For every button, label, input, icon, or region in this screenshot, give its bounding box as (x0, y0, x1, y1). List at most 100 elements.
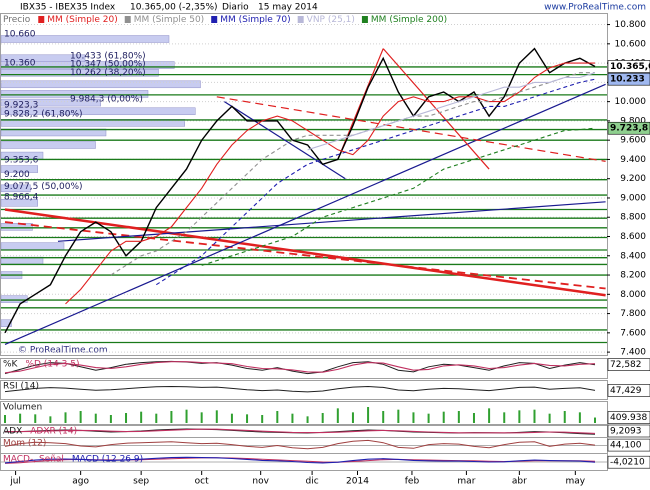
panel-value: 72,582 (610, 360, 642, 370)
volume-profile-bar (0, 223, 33, 231)
panel-legend: MACD (12 26 9) (72, 455, 143, 465)
legend-swatch (211, 16, 218, 23)
volume-bar (155, 413, 158, 423)
trendline (224, 101, 346, 180)
volume-bar (34, 414, 37, 423)
period: Diario (222, 3, 249, 13)
y-tick-label: 7.400 (620, 348, 646, 358)
indicator-panel (0, 401, 608, 425)
volume-bar (170, 411, 173, 423)
legend-swatch (38, 16, 45, 23)
legend-swatch (124, 16, 131, 23)
series-line (5, 428, 596, 434)
y-tick-label: 9.600 (620, 136, 646, 146)
y-tick-label: 9.200 (620, 174, 646, 184)
y-tick-label: 10.600 (615, 39, 647, 49)
y-tick-label: 7.800 (620, 309, 646, 319)
volume-profile-bar (0, 141, 96, 149)
volume-bar (442, 411, 445, 423)
panel-value: 44,100 (610, 441, 642, 451)
y-tick-label: 8.200 (620, 271, 646, 281)
legend-entry: Precio (3, 15, 31, 25)
volume-bar (94, 413, 97, 423)
series-line (4, 361, 596, 374)
panel-value: -4,0210 (610, 458, 645, 468)
series-line (156, 78, 596, 286)
volume-profile-bar (0, 184, 31, 193)
price-label: 10.233 (610, 75, 645, 85)
volume-profile-bar (0, 80, 201, 89)
trendline (57, 201, 606, 242)
legend-swatch (297, 16, 304, 23)
volume-bar (488, 408, 491, 423)
series-line (4, 385, 596, 393)
level-label: 9.828,2 (61,80%) (4, 110, 83, 120)
x-tick-label: ago (72, 477, 89, 487)
y-tick-label: 8.800 (620, 213, 646, 223)
watermark: © ProRealTime.com (18, 346, 108, 356)
panel-legend: %K (3, 360, 19, 370)
level-label: 9.984,3 (0,00%) (70, 95, 143, 105)
panel-legend: Volumen (3, 403, 42, 413)
volume-profile-bar (0, 98, 101, 107)
panel-value-box (607, 424, 650, 438)
volume-bar (79, 411, 82, 423)
price-label-box (607, 60, 650, 73)
volume-bar (246, 414, 249, 423)
volume-bar (261, 415, 264, 423)
volume-profile-bar (0, 35, 170, 43)
volume-bar (382, 411, 385, 423)
trendline (216, 96, 606, 162)
volume-profile-bar (0, 107, 196, 116)
volume-bar (185, 409, 188, 423)
volume-bar (109, 415, 112, 423)
volume-profile-bar (0, 90, 149, 98)
series-line (65, 62, 595, 305)
volume-profile-bar (0, 242, 65, 250)
volume-bar (594, 417, 596, 423)
panel-value-box (607, 384, 650, 397)
volume-bar (457, 411, 460, 423)
volume-bar (427, 413, 430, 423)
indicator-panel (0, 425, 608, 438)
volume-bar (533, 409, 536, 423)
panel-value-box (607, 358, 650, 371)
trendline (4, 83, 606, 345)
volume-bar (200, 412, 203, 423)
y-tick-label: 7.600 (620, 328, 646, 338)
volume-bar (4, 415, 6, 423)
panel-value-box (607, 438, 650, 452)
volume-bar (125, 413, 128, 423)
volume-bar (367, 407, 370, 423)
volume-profile-bar (0, 199, 38, 207)
volume-bar (472, 413, 475, 423)
volume-profile-bar (0, 68, 159, 77)
volume-bar (321, 413, 324, 423)
trendline (4, 221, 606, 290)
volume-bar (19, 413, 22, 423)
y-tick-label: 8.400 (620, 251, 646, 261)
volume-bar (230, 413, 233, 423)
panel-value: 9,2093 (610, 427, 642, 437)
x-tick-label: dic (306, 477, 319, 487)
level-label: 9.923,3 (4, 101, 38, 111)
panel-legend: %D (14 3 5) (25, 360, 79, 370)
volume-bar (276, 411, 279, 423)
x-tick-label: nov (252, 477, 269, 487)
x-tick-label: jul (9, 477, 21, 487)
last-change: 10.365,00 (-2,35%) (130, 3, 218, 13)
volume-bar (306, 416, 309, 423)
volume-bar (578, 412, 581, 423)
x-tick-label: may (566, 477, 586, 487)
level-label: 9.200 (4, 170, 30, 180)
volume-bar (140, 411, 143, 423)
panel-legend: Mom (12) (3, 439, 46, 449)
volume-bar (291, 413, 294, 423)
legend-entry: MM (Simple 70) (220, 15, 290, 25)
volume-bar (503, 412, 506, 423)
volume-bar (336, 408, 339, 423)
price-label: 9.723,8 (610, 124, 648, 134)
y-tick-label: 10.000 (615, 97, 647, 107)
y-tick-label: 9.000 (620, 193, 646, 203)
